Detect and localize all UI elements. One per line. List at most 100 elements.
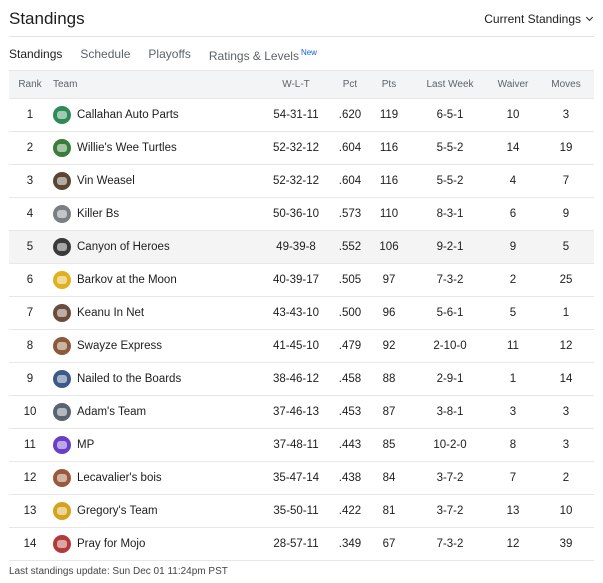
moves-cell: 3 [562,439,570,451]
last-week-cell: 3-8-1 [436,406,464,418]
table-row[interactable]: 5 Canyon of Heroes 49-39-8 .552 106 9-2-1 9 5 [9,231,594,264]
pct-cell: .573 [338,208,362,220]
team-name[interactable]: Adam's Team [77,406,147,418]
waiver-cell: 5 [509,307,517,319]
table-row[interactable]: 9 Nailed to the Boards 38-46-12 .458 88 2-9-1… [9,363,594,396]
team-name[interactable]: Willie's Wee Turtles [77,142,177,154]
table-row[interactable]: 10 Adam's Team 37-46-13 .453 87 3-8-1 3 3 [9,396,594,429]
column-header-pct[interactable]: Pct [342,79,358,90]
team-link[interactable]: Vin Weasel [53,172,135,190]
team-name[interactable]: Pray for Mojo [77,538,146,550]
team-cell: Killer Bs [53,198,253,230]
rank-cell: 11 [24,439,36,451]
team-link[interactable]: Keanu In Net [53,304,144,322]
new-badge: New [300,47,317,57]
team-logo-icon [53,436,71,454]
pct-cell: .443 [338,439,362,451]
team-name[interactable]: Callahan Auto Parts [77,109,179,121]
team-link[interactable]: Gregory's Team [53,502,158,520]
team-cell: Nailed to the Boards [53,363,253,395]
team-name[interactable]: Canyon of Heroes [77,241,170,253]
table-row[interactable]: 2 Willie's Wee Turtles 52-32-12 .604 116 5-5-… [9,132,594,165]
team-link[interactable]: Killer Bs [53,205,119,223]
last-week-cell: 9-2-1 [436,241,464,253]
last-week-cell: 8-3-1 [436,208,464,220]
waiver-cell: 10 [506,109,520,121]
pts-cell: 84 [382,472,396,484]
column-header-pts[interactable]: Pts [381,79,397,90]
team-link[interactable]: Pray for Mojo [53,535,145,553]
table-header: Rank Team W-L-T Pct Pts Last Week Waiver… [9,71,594,99]
moves-cell: 7 [562,175,570,187]
pct-cell: .620 [338,109,362,121]
moves-cell: 2 [562,472,570,484]
table-row[interactable]: 7 Keanu In Net 43-43-10 .500 96 5-6-1 5 1 [9,297,594,330]
team-name[interactable]: Lecavalier's bois [77,472,162,484]
table-row[interactable]: 12 Lecavalier's bois 35-47-14 .438 84 3-7-2 7 2 [9,462,594,495]
team-link[interactable]: Barkov at the Moon [53,271,177,289]
rank-cell: 7 [26,307,34,319]
team-logo-icon [53,139,71,157]
team-link[interactable]: Swayze Express [53,337,162,355]
last-week-cell: 2-9-1 [436,373,464,385]
team-name[interactable]: Nailed to the Boards [77,373,182,385]
team-logo-icon [53,370,71,388]
moves-cell: 12 [559,340,573,352]
team-name[interactable]: Barkov at the Moon [77,274,177,286]
table-row[interactable]: 6 Barkov at the Moon 40-39-17 .505 97 7-3-2 2 2… [9,264,594,297]
team-name[interactable]: Vin Weasel [77,175,135,187]
waiver-cell: 3 [509,406,517,418]
pts-cell: 67 [382,538,396,550]
team-name[interactable]: Killer Bs [77,208,120,220]
team-name[interactable]: MP [77,439,95,451]
team-cell: Keanu In Net [53,297,253,329]
wlt-cell: 37-46-13 [272,406,320,418]
pts-cell: 97 [382,274,396,286]
column-header-waiver[interactable]: Waiver [497,79,529,90]
team-cell: Willie's Wee Turtles [53,132,253,164]
waiver-cell: 6 [509,208,517,220]
waiver-cell: 2 [509,274,517,286]
waiver-cell: 7 [509,472,517,484]
pct-cell: .479 [338,340,362,352]
rank-cell: 4 [26,208,34,220]
rank-cell: 8 [26,340,34,352]
tab-standings[interactable]: Standings [9,47,63,61]
tab-schedule[interactable]: Schedule [80,47,131,61]
table-row[interactable]: 8 Swayze Express 41-45-10 .479 92 2-10-0 11 12 [9,330,594,363]
team-link[interactable]: Willie's Wee Turtles [53,139,177,157]
table-row[interactable]: 11 MP 37-48-11 .443 85 10-2-0 8 3 [9,429,594,462]
team-name[interactable]: Gregory's Team [77,505,158,517]
table-row[interactable]: 4 Killer Bs 50-36-10 .573 110 8-3-1 6 9 [9,198,594,231]
column-header-rank[interactable]: Rank [18,79,42,90]
table-row[interactable]: 1 Callahan Auto Parts 54-31-11 .620 119 6-5-1… [9,99,594,132]
last-update-text: Last standings update: Sun Dec 01 11:24p… [9,566,228,577]
table-row[interactable]: 3 Vin Weasel 52-32-12 .604 116 5-5-2 4 7 [9,165,594,198]
team-name[interactable]: Keanu In Net [77,307,145,319]
team-name[interactable]: Swayze Express [77,340,163,352]
team-link[interactable]: Callahan Auto Parts [53,106,179,124]
team-link[interactable]: Canyon of Heroes [53,238,170,256]
team-link[interactable]: Nailed to the Boards [53,370,181,388]
team-link[interactable]: Lecavalier's bois [53,469,162,487]
rank-cell: 12 [23,472,37,484]
column-header-wlt[interactable]: W-L-T [282,79,310,90]
column-header-team[interactable]: Team [53,79,78,90]
rank-cell: 3 [26,175,34,187]
team-cell: Pray for Mojo [53,528,253,560]
team-cell: MP [53,429,253,461]
pts-cell: 87 [382,406,396,418]
column-header-last-week[interactable]: Last Week [426,79,474,90]
team-link[interactable]: MP [53,436,94,454]
team-link[interactable]: Adam's Team [53,403,146,421]
standings-view-dropdown[interactable]: Current Standings [484,11,594,27]
tab-ratings-levels[interactable]: Ratings & Levels New [209,45,317,64]
table-row[interactable]: 14 Pray for Mojo 28-57-11 .349 67 7-3-2 12 39 [9,528,594,561]
last-week-cell: 3-7-2 [436,472,464,484]
tab-playoffs[interactable]: Playoffs [148,47,191,61]
team-cell: Vin Weasel [53,165,253,197]
moves-cell: 19 [559,142,573,154]
tab-ratings-levels-label: Ratings & Levels [208,48,299,63]
table-row[interactable]: 13 Gregory's Team 35-50-11 .422 81 3-7-2 13 10 [9,495,594,528]
column-header-moves[interactable]: Moves [551,79,581,90]
